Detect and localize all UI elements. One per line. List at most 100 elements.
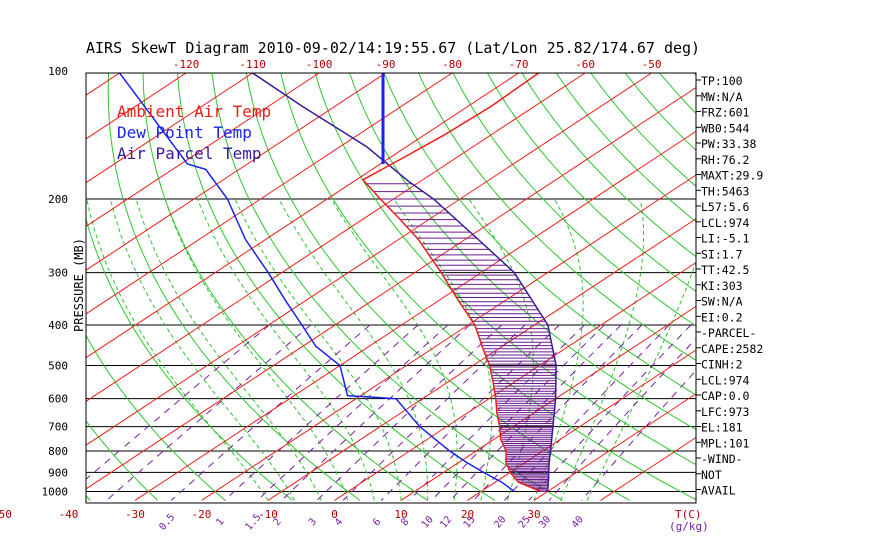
legend-parcel-temp: Air Parcel Temp [117,144,262,163]
isotherm-line [134,130,696,501]
stability-index-label: TT:42.5 [701,263,749,277]
legend-ambient-temp: Ambient Air Temp [117,102,271,121]
bottom-temp-tick-label: -40 [59,508,79,521]
stability-index-label: LI:-5.1 [701,232,750,246]
pressure-tick-label: 300 [48,267,68,280]
stability-index-label: EL:181 [701,421,743,435]
mixing-ratio-line [86,324,270,480]
dry-adiabat-line [86,420,159,501]
moist-adiabat-line [86,198,269,501]
moist-adiabat-line [560,198,645,501]
legend: Ambient Air Temp Dew Point Temp Air Parc… [117,102,271,163]
isotherm-line [86,73,586,402]
top-temp-tick-label: -120 [173,58,200,71]
stability-index-label: -PARCEL- [701,326,756,340]
pressure-tick-label: 1000 [42,486,69,499]
dry-adiabat-line [86,334,226,501]
mixing-ratio-line [170,324,371,501]
mixing-ratio-line [581,369,696,501]
top-temp-tick-label: -80 [442,58,462,71]
bottom-temp-tick-label: -30 [125,508,145,521]
isotherm-line [467,349,696,501]
mixing-ratio-tick-label: 1 [214,517,226,529]
bottom-unit-label: T(C) [675,508,702,521]
mixing-ratio-tick-label: 8 [399,517,411,529]
legend-dewpoint-temp: Dew Point Temp [117,123,252,142]
moist-adiabat-line [197,198,375,501]
top-temp-tick-label: -70 [509,58,529,71]
dry-adiabat-line [383,73,696,396]
stability-index-label: LCL:974 [701,216,750,230]
isotherm-line [86,73,253,184]
isotherm-line [334,261,696,501]
dry-adiabat-line [314,73,696,466]
dewpoint-temp-curve [118,73,515,493]
mixing-ratio-tick-label: 3 [307,517,319,529]
isotherm-line [86,73,320,227]
bottom-temp-tick-label: 10 [394,508,407,521]
moist-adiabat-line [234,198,402,501]
top-temp-tick-label: -110 [239,58,266,71]
dry-adiabat-line [521,73,696,258]
bottom-temp-tick-label: 20 [461,508,474,521]
ambient-temp-curve [361,73,542,493]
stability-index-label: RH:76.2 [701,153,749,167]
stability-index-label: KI:303 [701,279,743,293]
top-temp-tick-label: -60 [575,58,595,71]
isotherm-line [86,73,453,315]
stability-index-label: TH:5463 [701,184,750,198]
stability-index-label: CAP:0.0 [701,389,750,403]
stability-index-label: WB0:544 [701,121,750,135]
top-temp-tick-label: -100 [306,58,333,71]
moist-adiabat-line [109,198,296,501]
mixing-ratio-line [224,324,419,501]
mixing-ratio-line [380,324,560,501]
y-axis-label: PRESSURE (MB) [72,238,86,332]
mixing-ratio-line [342,324,526,501]
plot-frame [85,72,697,504]
pressure-tick-label: 700 [48,421,68,434]
stability-index-label: LFC:973 [701,405,750,419]
dry-adiabat-line [452,73,696,327]
moist-adiabat-line [278,198,429,501]
pressure-tick-label: 900 [48,466,68,479]
dry-adiabat-line [486,73,696,292]
stability-index-label: -WIND- [701,452,743,466]
stability-index-label: FRZ:601 [701,106,750,120]
stability-index-label: CAPE:2582 [701,342,763,356]
isotherm-line [86,86,696,490]
isotherm-line [86,73,386,271]
moist-adiabat-line [393,198,493,501]
stability-index-label: CINH:2 [701,358,743,372]
stability-index-label: MPL:101 [701,436,750,450]
isotherm-line [400,305,696,501]
top-temp-tick-label: -90 [376,58,396,71]
moist-adiabat-line [533,198,584,501]
mixing-ratio-tick-label: 2 [272,517,284,529]
isotherm-line [267,218,696,501]
stability-index-label: SW:N/A [701,295,743,309]
stability-index-label: MW:N/A [701,90,743,104]
mixing-ratio-line [257,324,449,501]
dry-adiabat-line [86,216,293,501]
parcel-temp-curve [252,73,557,492]
mixing-ratio-tick-label: 6 [371,517,383,529]
bottom-temp-tick-label: 30 [527,508,540,521]
stability-index-label: AVAIL [701,484,736,498]
bottom-temp-tick-label: -20 [192,508,212,521]
mixing-ratio-line [548,337,696,501]
mixing-ratio-line [316,324,502,501]
isotherm-line [86,73,652,446]
mixing-ratio-tick-label: 4 [333,517,345,529]
stability-index-label: PW:33.38 [701,137,756,151]
dry-adiabat-line [142,73,428,501]
bottom-temp-tick-label: -10 [258,508,278,521]
isotherm-line [533,393,696,501]
stability-index-label: L57:5.6 [701,200,750,214]
bottom-temp-tick-label: -50 [0,508,12,521]
stability-index-label: TP:100 [701,74,743,88]
stability-index-label: NOT [701,468,722,482]
stability-index-label: MAXT:29.9 [701,169,763,183]
pressure-tick-label: 100 [48,65,68,78]
